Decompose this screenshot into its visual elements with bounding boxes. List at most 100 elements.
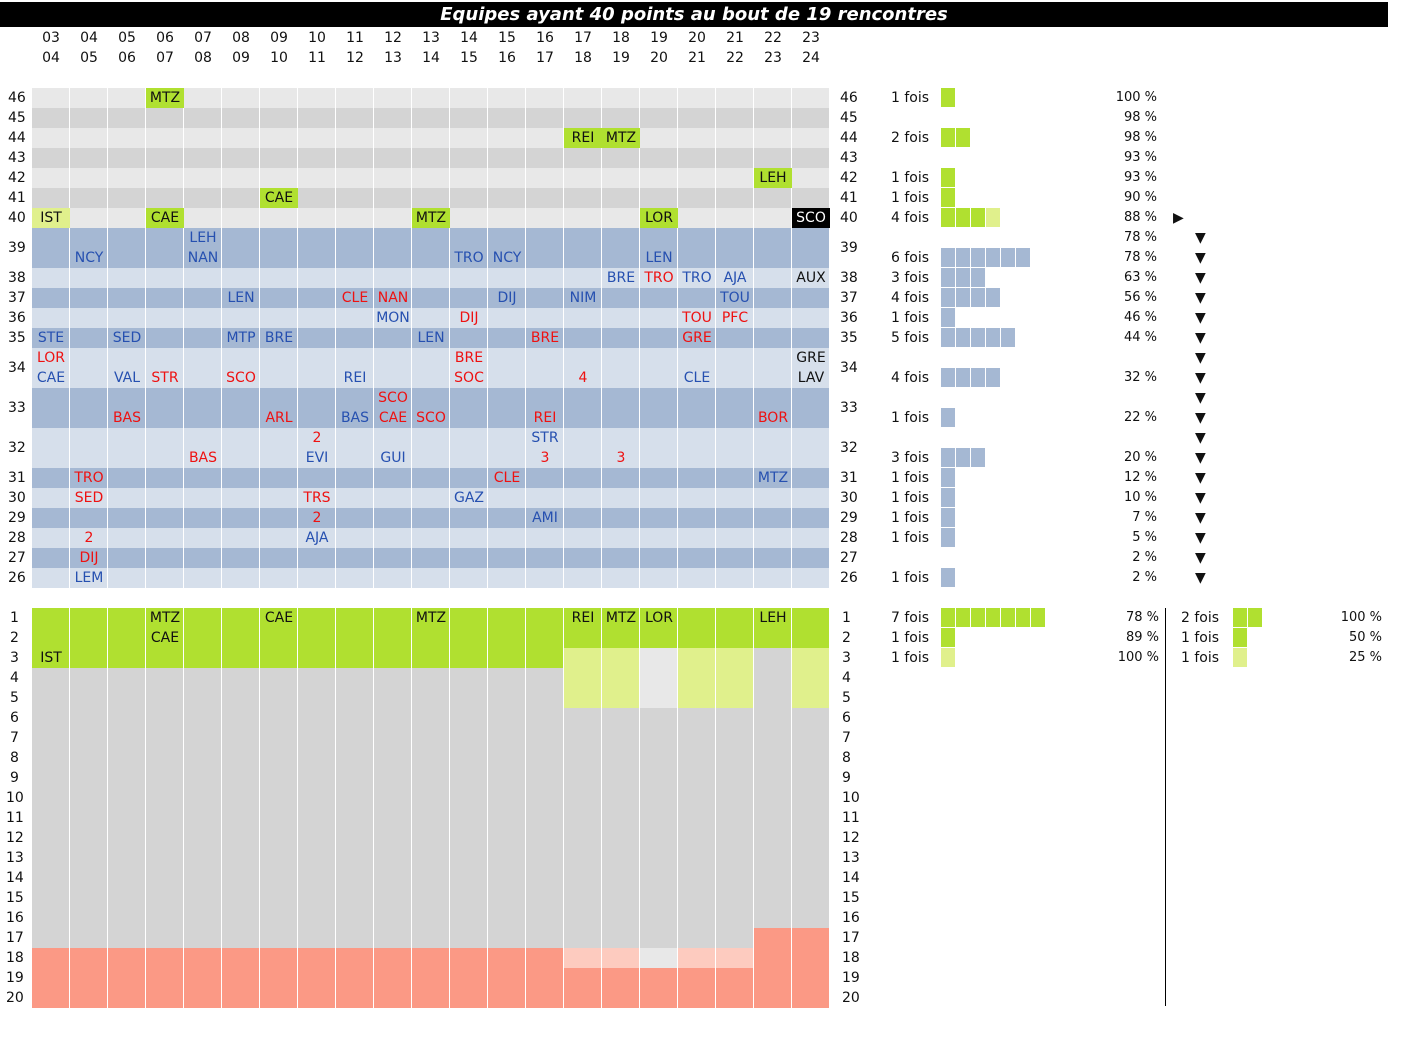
rank-team-tag: MTZ [149,610,181,626]
grid-cell [488,568,526,588]
grid-cell [640,488,678,508]
grid-cell [564,308,602,328]
grid-cell [716,288,754,308]
team-tag: AMI [532,510,558,526]
percentage-value: 63 % [1123,270,1157,285]
grid-cell [450,568,488,588]
grid-cell [374,468,412,488]
points-label-right: 40 [840,210,858,226]
grid-cell [336,188,374,208]
grid-cell [298,148,336,168]
team-tag: 2 [84,530,94,546]
frequency-square [941,408,955,427]
grid-cell [792,548,830,568]
rank-team-tag: CAE [150,630,180,646]
season-header-end: 12 [346,50,364,66]
rank-segment [488,668,526,948]
rank-label-left: 5 [10,690,19,706]
season-header-end: 21 [688,50,706,66]
grid-cell [108,488,146,508]
team-tag: BRE [530,330,560,346]
grid-cell [450,488,488,508]
grid-cell [108,548,146,568]
rank-label-left: 14 [6,870,24,886]
grid-cell [412,228,450,268]
grid-cell [716,88,754,108]
grid-cell [488,428,526,468]
grid-cell [184,428,222,468]
rank-label-left: 12 [6,830,24,846]
rank-segment [526,608,564,668]
grid-cell [374,348,412,388]
team-tag: MTZ [602,128,640,148]
rank-segment [716,608,754,648]
grid-cell [754,228,792,268]
season-header-start: 12 [384,30,402,46]
grid-cell [146,128,184,148]
grid-cell [640,168,678,188]
grid-cell [640,188,678,208]
grid-cell [564,388,602,428]
grid-cell [336,428,374,468]
frequency-square [971,248,985,267]
grid-cell [70,108,108,128]
team-tag: DIJ [79,550,99,566]
grid-cell [526,548,564,568]
grid-cell [32,108,70,128]
grid-cell [716,428,754,468]
grid-cell [488,228,526,268]
frequency-square [941,288,955,307]
grid-cell [184,108,222,128]
triangle-down-icon: ▼ [1195,450,1206,466]
season-header-end: 17 [536,50,554,66]
points-label-right: 45 [840,110,858,126]
team-tag: 3 [540,450,550,466]
grid-cell [32,328,70,348]
team-tag: NAN [377,290,409,306]
grid-cell [716,468,754,488]
frequency-label: 1 fois [891,410,930,426]
grid-cell [716,568,754,588]
grid-cell [222,428,260,468]
rank-label-left: 18 [6,950,24,966]
grid-cell [222,148,260,168]
grid-cell [336,168,374,188]
grid-cell [260,488,298,508]
rank-label-left: 13 [6,850,24,866]
grid-cell [602,348,640,388]
grid-cell [298,228,336,268]
rank-segment [108,608,146,668]
grid-cell [450,148,488,168]
frequency-square [941,208,955,227]
points-label-left: 37 [8,290,26,306]
rank-label-left: 11 [6,810,24,826]
rank-segment [792,608,830,648]
grid-cell [792,528,830,548]
points-label-left: 43 [8,150,26,166]
grid-cell [526,488,564,508]
grid-cell [32,348,70,388]
grid-cell [602,328,640,348]
rank-label-left: 16 [6,910,24,926]
team-tag: TRO [454,250,484,266]
rank-label-right: 11 [842,810,860,826]
grid-cell [754,148,792,168]
grid-cell [450,128,488,148]
team-tag: GRE [796,350,826,366]
season-header-start: 08 [232,30,250,46]
season-header-end: 05 [80,50,98,66]
grid-cell [488,188,526,208]
rank-frequency-square [941,648,955,667]
grid-cell [754,348,792,388]
grid-cell [222,128,260,148]
grid-cell [488,508,526,528]
team-tag: GRE [682,330,712,346]
grid-cell [184,188,222,208]
team-tag: MTZ [146,88,184,108]
season-header-start: 19 [650,30,668,46]
grid-cell [754,388,792,428]
team-tag: LEM [74,570,104,586]
team-tag: SCO [416,410,446,426]
frequency-label: 1 fois [891,170,930,186]
season-header-start: 15 [498,30,516,46]
